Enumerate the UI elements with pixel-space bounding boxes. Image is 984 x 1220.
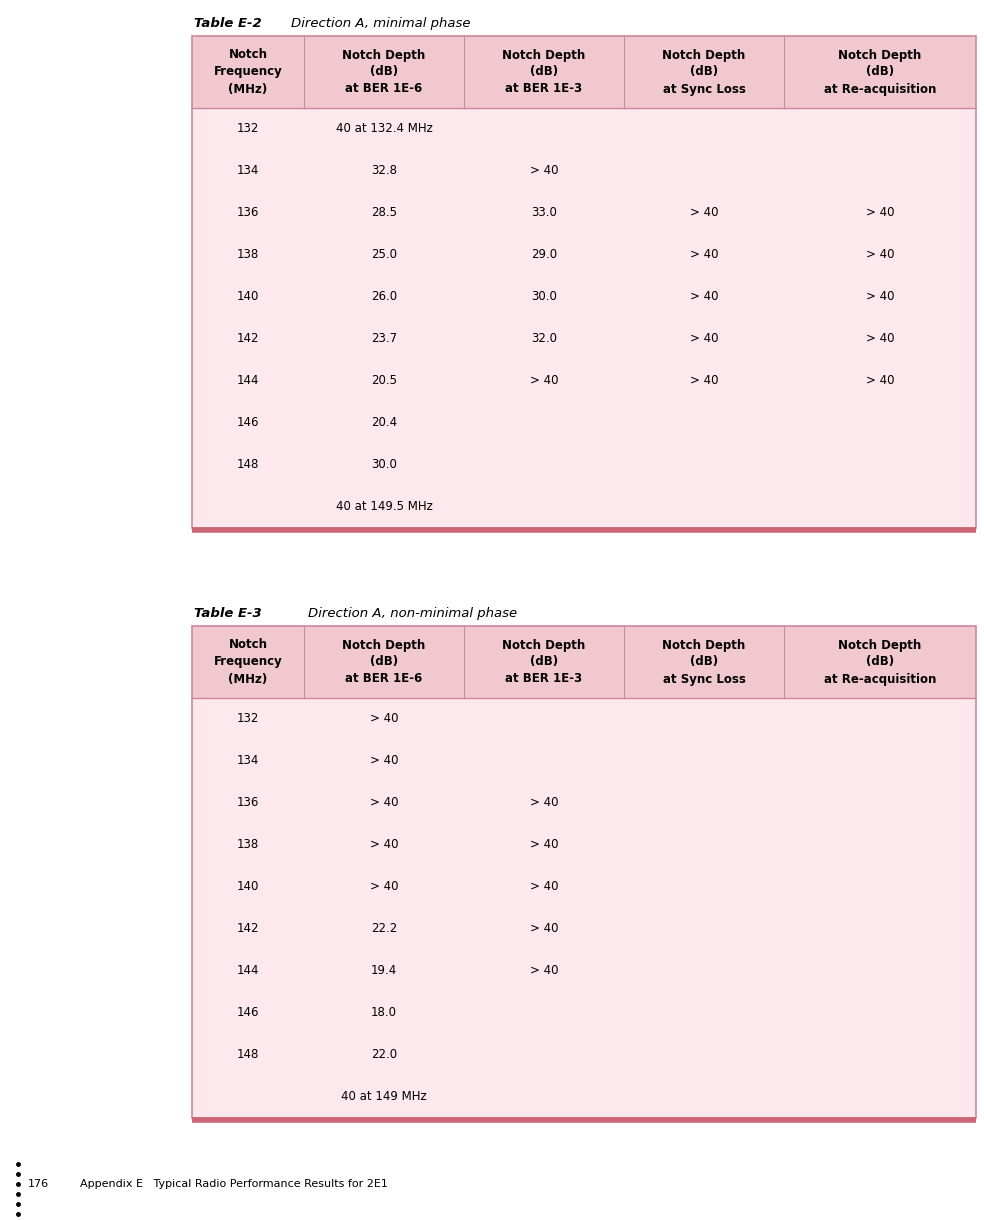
Text: Notch
Frequency
(MHz): Notch Frequency (MHz): [214, 49, 282, 95]
Text: 40 at 149 MHz: 40 at 149 MHz: [341, 1091, 427, 1104]
Text: Notch
Frequency
(MHz): Notch Frequency (MHz): [214, 638, 282, 686]
Text: Direction A, minimal phase: Direction A, minimal phase: [274, 17, 470, 31]
Text: > 40: > 40: [529, 922, 558, 936]
Text: 25.0: 25.0: [371, 249, 397, 261]
Text: > 40: > 40: [370, 881, 399, 893]
Text: 132: 132: [237, 712, 259, 726]
Text: > 40: > 40: [529, 375, 558, 388]
Text: 22.2: 22.2: [371, 922, 398, 936]
Text: > 40: > 40: [690, 375, 718, 388]
Bar: [192, 37, 976, 109]
Text: 30.0: 30.0: [371, 459, 397, 471]
Text: > 40: > 40: [690, 290, 718, 304]
Text: 146: 146: [237, 1006, 259, 1020]
Bar: [192, 626, 976, 1118]
Text: Direction A, non-minimal phase: Direction A, non-minimal phase: [274, 606, 518, 620]
Text: > 40: > 40: [529, 838, 558, 852]
Text: 138: 138: [237, 838, 259, 852]
Text: 138: 138: [237, 249, 259, 261]
Text: 40 at 149.5 MHz: 40 at 149.5 MHz: [336, 500, 432, 514]
Text: > 40: > 40: [529, 965, 558, 977]
Text: 18.0: 18.0: [371, 1006, 397, 1020]
Text: 144: 144: [237, 965, 259, 977]
Text: 142: 142: [237, 922, 259, 936]
Text: > 40: > 40: [529, 797, 558, 810]
Text: 142: 142: [237, 333, 259, 345]
Text: 29.0: 29.0: [531, 249, 557, 261]
Text: 23.7: 23.7: [371, 333, 398, 345]
Text: Notch Depth
(dB)
at Sync Loss: Notch Depth (dB) at Sync Loss: [662, 638, 746, 686]
Text: > 40: > 40: [866, 333, 894, 345]
Text: 20.5: 20.5: [371, 375, 397, 388]
Text: Table E-3: Table E-3: [194, 606, 262, 620]
Text: > 40: > 40: [370, 797, 399, 810]
Text: > 40: > 40: [866, 206, 894, 220]
Text: > 40: > 40: [529, 165, 558, 177]
Text: > 40: > 40: [370, 754, 399, 767]
Text: > 40: > 40: [866, 290, 894, 304]
Text: Notch Depth
(dB)
at Re-acquisition: Notch Depth (dB) at Re-acquisition: [824, 638, 936, 686]
Text: > 40: > 40: [690, 249, 718, 261]
Text: 28.5: 28.5: [371, 206, 397, 220]
Text: 40 at 132.4 MHz: 40 at 132.4 MHz: [336, 122, 432, 135]
Text: 33.0: 33.0: [531, 206, 557, 220]
Text: 146: 146: [237, 416, 259, 429]
Text: 140: 140: [237, 881, 259, 893]
Text: > 40: > 40: [529, 881, 558, 893]
Text: Notch Depth
(dB)
at Re-acquisition: Notch Depth (dB) at Re-acquisition: [824, 49, 936, 95]
Text: 32.8: 32.8: [371, 165, 397, 177]
Text: 22.0: 22.0: [371, 1048, 398, 1061]
Text: Table E-2: Table E-2: [194, 17, 262, 31]
Text: 134: 134: [237, 165, 259, 177]
Text: Notch Depth
(dB)
at BER 1E-3: Notch Depth (dB) at BER 1E-3: [503, 638, 585, 686]
Text: 136: 136: [237, 206, 259, 220]
Bar: [192, 37, 976, 528]
Text: 20.4: 20.4: [371, 416, 398, 429]
Text: Notch Depth
(dB)
at BER 1E-6: Notch Depth (dB) at BER 1E-6: [342, 638, 426, 686]
Text: 30.0: 30.0: [531, 290, 557, 304]
Text: 140: 140: [237, 290, 259, 304]
Text: 19.4: 19.4: [371, 965, 398, 977]
Text: Notch Depth
(dB)
at BER 1E-3: Notch Depth (dB) at BER 1E-3: [503, 49, 585, 95]
Text: 176: 176: [28, 1179, 49, 1190]
Bar: [192, 626, 976, 698]
Text: > 40: > 40: [866, 249, 894, 261]
Text: > 40: > 40: [690, 333, 718, 345]
Bar: [192, 698, 976, 1118]
Text: 134: 134: [237, 754, 259, 767]
Text: > 40: > 40: [370, 838, 399, 852]
Text: 32.0: 32.0: [531, 333, 557, 345]
Text: 148: 148: [237, 459, 259, 471]
Text: Notch Depth
(dB)
at BER 1E-6: Notch Depth (dB) at BER 1E-6: [342, 49, 426, 95]
Text: Appendix E   Typical Radio Performance Results for 2E1: Appendix E Typical Radio Performance Res…: [80, 1179, 388, 1190]
Text: 144: 144: [237, 375, 259, 388]
Bar: [192, 109, 976, 528]
Text: > 40: > 40: [370, 712, 399, 726]
Text: > 40: > 40: [690, 206, 718, 220]
Text: > 40: > 40: [866, 375, 894, 388]
Text: 136: 136: [237, 797, 259, 810]
Text: 148: 148: [237, 1048, 259, 1061]
Text: 26.0: 26.0: [371, 290, 398, 304]
Text: Notch Depth
(dB)
at Sync Loss: Notch Depth (dB) at Sync Loss: [662, 49, 746, 95]
Text: 132: 132: [237, 122, 259, 135]
